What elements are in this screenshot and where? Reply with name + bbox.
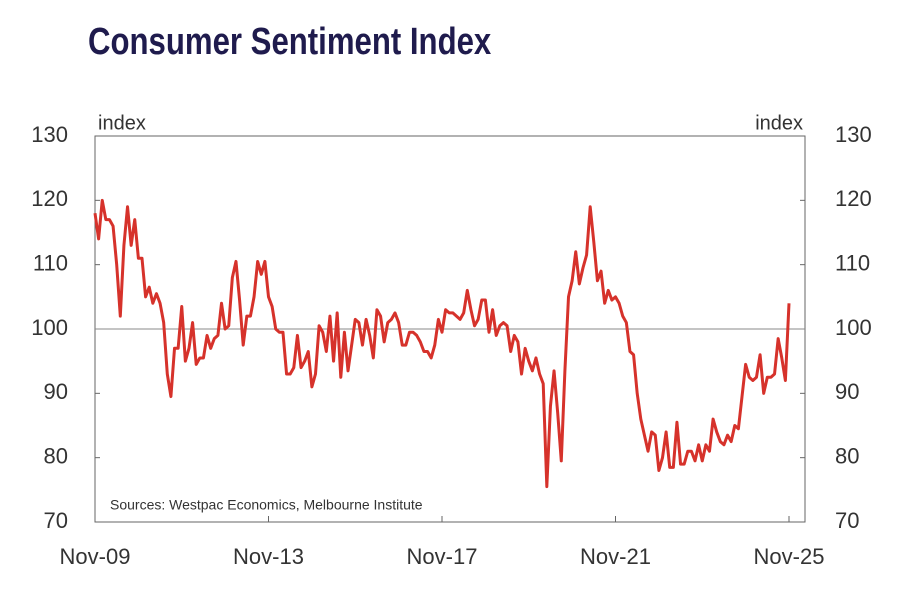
y2-tick-label: 120	[835, 186, 872, 211]
y2-tick-label: 100	[835, 315, 872, 340]
x-tick-label: Nov-25	[754, 544, 825, 569]
x-tick-label: Nov-17	[407, 544, 478, 569]
y2-tick-label: 130	[835, 122, 872, 147]
chart-title: Consumer Sentiment Index	[88, 21, 492, 63]
y-tick-label: 80	[44, 443, 68, 468]
y2-tick-label: 110	[835, 250, 870, 275]
y-tick-label: 90	[44, 379, 68, 404]
y2-tick-label: 80	[835, 443, 859, 468]
y2-tick-label: 70	[835, 508, 859, 533]
y-tick-label: 70	[44, 508, 68, 533]
y-tick-label: 120	[31, 186, 68, 211]
x-tick-label: Nov-13	[233, 544, 304, 569]
y-tick-label: 110	[33, 250, 68, 275]
y2-axis-label: index	[755, 112, 803, 134]
source-note: Sources: Westpac Economics, Melbourne In…	[110, 497, 423, 513]
y2-tick-label: 90	[835, 379, 859, 404]
y-tick-label: 100	[31, 315, 68, 340]
y-tick-label: 130	[31, 122, 68, 147]
series-line	[93, 198, 791, 489]
y-axis-label: index	[98, 112, 146, 134]
x-tick-label: Nov-09	[60, 544, 131, 569]
x-tick-label: Nov-21	[580, 544, 651, 569]
